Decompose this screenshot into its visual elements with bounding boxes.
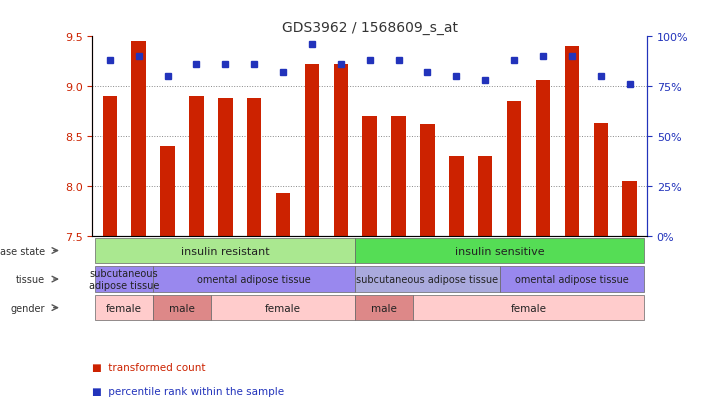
Title: GDS3962 / 1568609_s_at: GDS3962 / 1568609_s_at [282,21,458,35]
Bar [594,124,608,237]
Text: ■  transformed count: ■ transformed count [92,362,206,372]
Text: female: female [265,303,301,313]
Bar [247,99,262,237]
Bar [95,238,356,264]
Bar [211,295,356,321]
Bar [500,266,644,292]
Bar [305,65,319,237]
Bar [276,194,290,237]
Text: insulin sensitive: insulin sensitive [455,246,545,256]
Bar [218,99,232,237]
Bar [356,266,500,292]
Bar [189,97,203,237]
Bar [102,97,117,237]
Bar [132,42,146,237]
Bar [153,266,356,292]
Bar [478,157,493,237]
Bar [95,266,153,292]
Text: omental adipose tissue: omental adipose tissue [515,274,629,285]
Text: ■  percentile rank within the sample: ■ percentile rank within the sample [92,387,284,396]
Text: male: male [371,303,397,313]
Text: female: female [510,303,547,313]
Text: subcutaneous
adipose tissue: subcutaneous adipose tissue [89,268,159,290]
Text: female: female [106,303,142,313]
Bar [363,117,377,237]
Bar [356,238,644,264]
Bar [536,81,550,237]
Bar [449,157,464,237]
Text: omental adipose tissue: omental adipose tissue [198,274,311,285]
Text: subcutaneous adipose tissue: subcutaneous adipose tissue [356,274,498,285]
Bar [565,47,579,237]
Bar [622,182,637,237]
Bar [507,102,521,237]
Bar [333,65,348,237]
Bar [356,295,413,321]
Bar [95,295,153,321]
Bar [153,295,211,321]
Text: male: male [169,303,195,313]
Text: gender: gender [11,303,46,313]
Bar [391,117,406,237]
Text: insulin resistant: insulin resistant [181,246,269,256]
Bar [160,147,175,237]
Text: disease state: disease state [0,246,46,256]
Bar [413,295,644,321]
Text: tissue: tissue [16,274,46,285]
Bar [420,125,434,237]
